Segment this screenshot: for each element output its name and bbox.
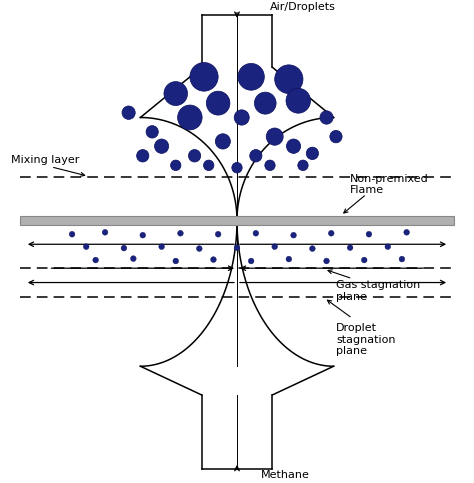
Circle shape [404, 229, 410, 235]
Bar [20, 215, 454, 225]
Circle shape [171, 160, 181, 170]
Circle shape [330, 130, 342, 143]
Text: Non-premixed
Flame: Non-premixed Flame [350, 174, 429, 195]
Circle shape [146, 126, 158, 138]
Circle shape [102, 229, 108, 235]
Circle shape [286, 256, 292, 262]
Text: Gas stagnation
plane: Gas stagnation plane [336, 280, 420, 302]
Circle shape [253, 230, 259, 236]
Circle shape [83, 244, 89, 250]
Circle shape [306, 147, 319, 159]
Circle shape [291, 232, 296, 238]
Circle shape [328, 230, 334, 236]
Text: Droplet
stagnation
plane: Droplet stagnation plane [336, 323, 395, 356]
Circle shape [255, 92, 276, 114]
Circle shape [190, 62, 218, 91]
Circle shape [159, 244, 164, 250]
Circle shape [320, 111, 333, 124]
Circle shape [266, 128, 283, 145]
Circle shape [399, 256, 405, 262]
Circle shape [164, 82, 188, 105]
Circle shape [203, 160, 214, 170]
Text: Air/Droplets: Air/Droplets [270, 2, 336, 13]
Circle shape [298, 160, 308, 170]
Circle shape [210, 256, 216, 262]
Circle shape [215, 134, 230, 149]
Circle shape [238, 63, 264, 90]
Circle shape [197, 246, 202, 252]
Circle shape [250, 150, 262, 162]
Circle shape [178, 230, 183, 236]
Circle shape [275, 65, 303, 94]
Circle shape [361, 257, 367, 263]
Circle shape [286, 139, 301, 154]
Circle shape [121, 245, 127, 251]
Text: Mixing layer: Mixing layer [11, 156, 79, 165]
Circle shape [265, 160, 275, 170]
Circle shape [140, 232, 146, 238]
Circle shape [178, 105, 202, 130]
Circle shape [347, 245, 353, 251]
Circle shape [69, 231, 75, 237]
Circle shape [234, 110, 249, 125]
Circle shape [232, 162, 242, 173]
Text: Methane: Methane [261, 470, 310, 480]
Circle shape [137, 150, 149, 162]
Circle shape [130, 256, 136, 261]
Circle shape [385, 244, 391, 250]
Circle shape [286, 88, 310, 113]
Circle shape [272, 244, 277, 250]
Circle shape [173, 258, 179, 264]
Circle shape [189, 150, 201, 162]
Circle shape [366, 231, 372, 237]
Circle shape [122, 106, 135, 119]
Circle shape [155, 139, 169, 154]
Circle shape [310, 246, 315, 252]
Circle shape [248, 258, 254, 264]
Circle shape [234, 245, 240, 251]
Circle shape [93, 257, 99, 263]
Circle shape [206, 91, 230, 115]
Circle shape [324, 258, 329, 264]
Circle shape [215, 231, 221, 237]
